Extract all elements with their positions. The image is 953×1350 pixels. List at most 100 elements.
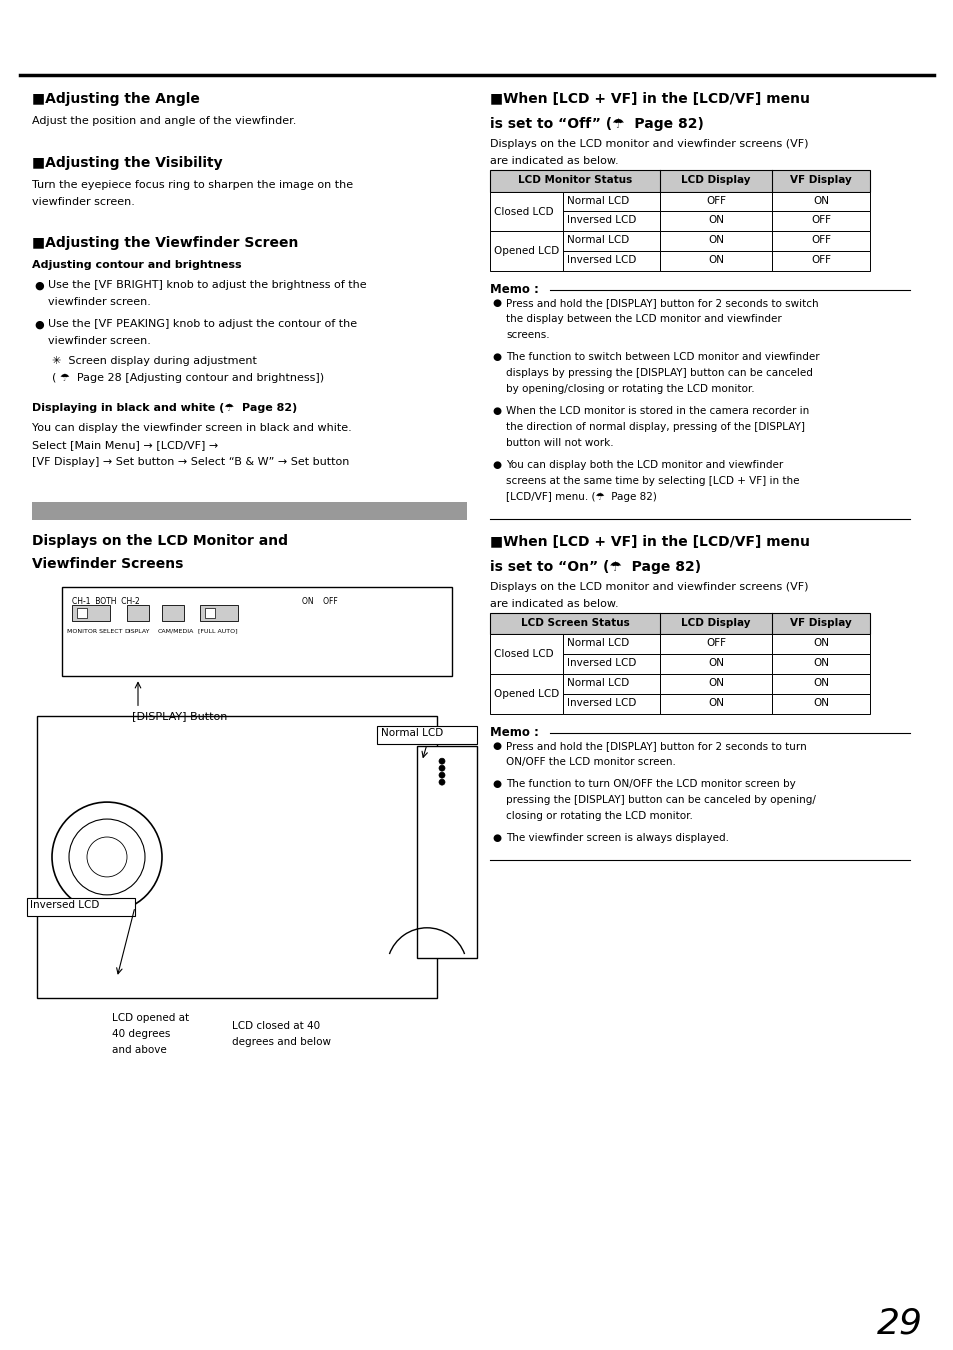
Text: Closed LCD: Closed LCD	[494, 649, 553, 659]
Text: Inversed LCD: Inversed LCD	[566, 659, 636, 668]
Text: displays by pressing the [DISPLAY] button can be canceled: displays by pressing the [DISPLAY] butto…	[505, 369, 812, 378]
Bar	[771, 694, 869, 714]
Text: VF Display: VF Display	[789, 617, 851, 628]
Bar	[659, 655, 771, 675]
Text: screens.: screens.	[505, 331, 549, 340]
Text: Normal LCD: Normal LCD	[566, 196, 629, 205]
Text: Displays on the LCD Monitor and: Displays on the LCD Monitor and	[32, 533, 288, 548]
Bar	[562, 212, 659, 231]
Text: Inversed LCD: Inversed LCD	[30, 900, 99, 910]
Text: OFF: OFF	[705, 196, 725, 205]
Bar	[62, 587, 452, 676]
Text: ■Adjusting the Angle: ■Adjusting the Angle	[32, 92, 200, 105]
Text: LCD Screen Status: LCD Screen Status	[520, 617, 629, 628]
Text: closing or rotating the LCD monitor.: closing or rotating the LCD monitor.	[505, 811, 692, 821]
Bar	[771, 231, 869, 251]
Text: Displaying in black and white (☂  Page 82): Displaying in black and white (☂ Page 82…	[32, 404, 297, 413]
Text: You can display the viewfinder screen in black and white.: You can display the viewfinder screen in…	[32, 423, 352, 433]
Text: degrees and below: degrees and below	[232, 1037, 331, 1046]
Bar	[490, 231, 562, 271]
Text: Press and hold the [DISPLAY] button for 2 seconds to switch: Press and hold the [DISPLAY] button for …	[505, 298, 818, 308]
Text: viewfinder screen.: viewfinder screen.	[48, 336, 151, 346]
Text: button will not work.: button will not work.	[505, 437, 613, 448]
Text: Select [Main Menu] → [LCD/VF] →: Select [Main Menu] → [LCD/VF] →	[32, 440, 218, 450]
Text: ●: ●	[492, 460, 500, 470]
Text: Inversed LCD: Inversed LCD	[566, 255, 636, 266]
Text: ●: ●	[492, 298, 500, 308]
Text: OFF: OFF	[810, 235, 830, 246]
Text: ON: ON	[707, 235, 723, 246]
Text: ( ☂  Page 28 [Adjusting contour and brightness]): ( ☂ Page 28 [Adjusting contour and brigh…	[52, 373, 324, 383]
Text: VF Display: VF Display	[789, 174, 851, 185]
Text: the display between the LCD monitor and viewfinder: the display between the LCD monitor and …	[505, 315, 781, 324]
Bar	[200, 605, 237, 621]
Text: 40 degrees: 40 degrees	[112, 1029, 171, 1038]
Bar	[659, 675, 771, 694]
Text: Opened LCD: Opened LCD	[494, 690, 558, 699]
Circle shape	[438, 759, 444, 764]
Text: Opened LCD: Opened LCD	[494, 247, 558, 256]
Text: Displays on the LCD monitor and viewfinder screens (VF): Displays on the LCD monitor and viewfind…	[490, 582, 807, 591]
Bar	[562, 251, 659, 271]
Text: When the LCD monitor is stored in the camera recorder in: When the LCD monitor is stored in the ca…	[505, 406, 808, 416]
Text: Memo :: Memo :	[490, 284, 538, 297]
Bar	[771, 655, 869, 675]
Text: [DISPLAY] Button: [DISPLAY] Button	[132, 711, 227, 721]
Text: ●: ●	[492, 406, 500, 416]
Text: ●: ●	[34, 281, 44, 290]
Text: DISPLAY: DISPLAY	[124, 629, 150, 633]
Bar	[32, 502, 467, 520]
Text: Normal LCD: Normal LCD	[566, 639, 629, 648]
Text: [VF Display] → Set button → Select “B & W” → Set button: [VF Display] → Set button → Select “B & …	[32, 456, 349, 467]
Text: ●: ●	[492, 833, 500, 842]
Text: 29: 29	[876, 1307, 923, 1341]
Text: [FULL AUTO]: [FULL AUTO]	[198, 629, 237, 633]
Text: ●: ●	[492, 779, 500, 790]
Text: pressing the [DISPLAY] button can be canceled by opening/: pressing the [DISPLAY] button can be can…	[505, 795, 815, 805]
Bar	[490, 634, 562, 675]
Text: Inversed LCD: Inversed LCD	[566, 216, 636, 225]
Text: ●: ●	[492, 741, 500, 751]
Bar	[490, 675, 562, 714]
Bar	[562, 192, 659, 212]
Text: CAM/MEDIA: CAM/MEDIA	[158, 629, 194, 633]
Bar	[562, 694, 659, 714]
Text: Normal LCD: Normal LCD	[566, 235, 629, 246]
Bar	[127, 605, 149, 621]
Bar	[659, 634, 771, 655]
Text: Adjusting contour and brightness: Adjusting contour and brightness	[32, 261, 241, 270]
Bar	[490, 192, 562, 231]
Text: Use the [VF PEAKING] knob to adjust the contour of the: Use the [VF PEAKING] knob to adjust the …	[48, 319, 356, 329]
Text: is set to “Off” (☂  Page 82): is set to “Off” (☂ Page 82)	[490, 116, 703, 131]
Bar	[71, 605, 110, 621]
Text: ■Adjusting the Viewfinder Screen: ■Adjusting the Viewfinder Screen	[32, 236, 298, 251]
Bar	[37, 717, 436, 998]
Text: ON: ON	[707, 216, 723, 225]
Text: Adjust the position and angle of the viewfinder.: Adjust the position and angle of the vie…	[32, 116, 296, 126]
Text: ON    OFF: ON OFF	[302, 597, 337, 606]
Text: CH-1  BOTH  CH-2: CH-1 BOTH CH-2	[71, 597, 139, 606]
Bar	[562, 675, 659, 694]
Text: ■When [LCD + VF] in the [LCD/VF] menu: ■When [LCD + VF] in the [LCD/VF] menu	[490, 535, 809, 548]
Bar	[659, 192, 771, 212]
Bar	[27, 898, 135, 915]
Text: ON/OFF the LCD monitor screen.: ON/OFF the LCD monitor screen.	[505, 757, 675, 767]
Text: viewfinder screen.: viewfinder screen.	[48, 297, 151, 308]
Text: MONITOR SELECT: MONITOR SELECT	[67, 629, 122, 633]
Text: Press and hold the [DISPLAY] button for 2 seconds to turn: Press and hold the [DISPLAY] button for …	[505, 741, 806, 751]
Bar	[659, 231, 771, 251]
Text: ON: ON	[812, 659, 828, 668]
Text: Closed LCD: Closed LCD	[494, 207, 553, 216]
Text: Displays on the LCD monitor and viewfinder screens (VF): Displays on the LCD monitor and viewfind…	[490, 139, 807, 148]
Text: The function to switch between LCD monitor and viewfinder: The function to switch between LCD monit…	[505, 352, 819, 362]
Text: ●: ●	[492, 352, 500, 362]
Text: You can display both the LCD monitor and viewfinder: You can display both the LCD monitor and…	[505, 460, 782, 470]
Text: screens at the same time by selecting [LCD + VF] in the: screens at the same time by selecting [L…	[505, 475, 799, 486]
Text: ON: ON	[812, 196, 828, 205]
Text: ON: ON	[707, 698, 723, 709]
Bar	[490, 613, 869, 634]
Text: ON: ON	[812, 639, 828, 648]
Text: The function to turn ON/OFF the LCD monitor screen by: The function to turn ON/OFF the LCD moni…	[505, 779, 795, 790]
Text: [LCD/VF] menu. (☂  Page 82): [LCD/VF] menu. (☂ Page 82)	[505, 491, 657, 502]
Text: ■Adjusting the Visibility: ■Adjusting the Visibility	[32, 155, 222, 170]
